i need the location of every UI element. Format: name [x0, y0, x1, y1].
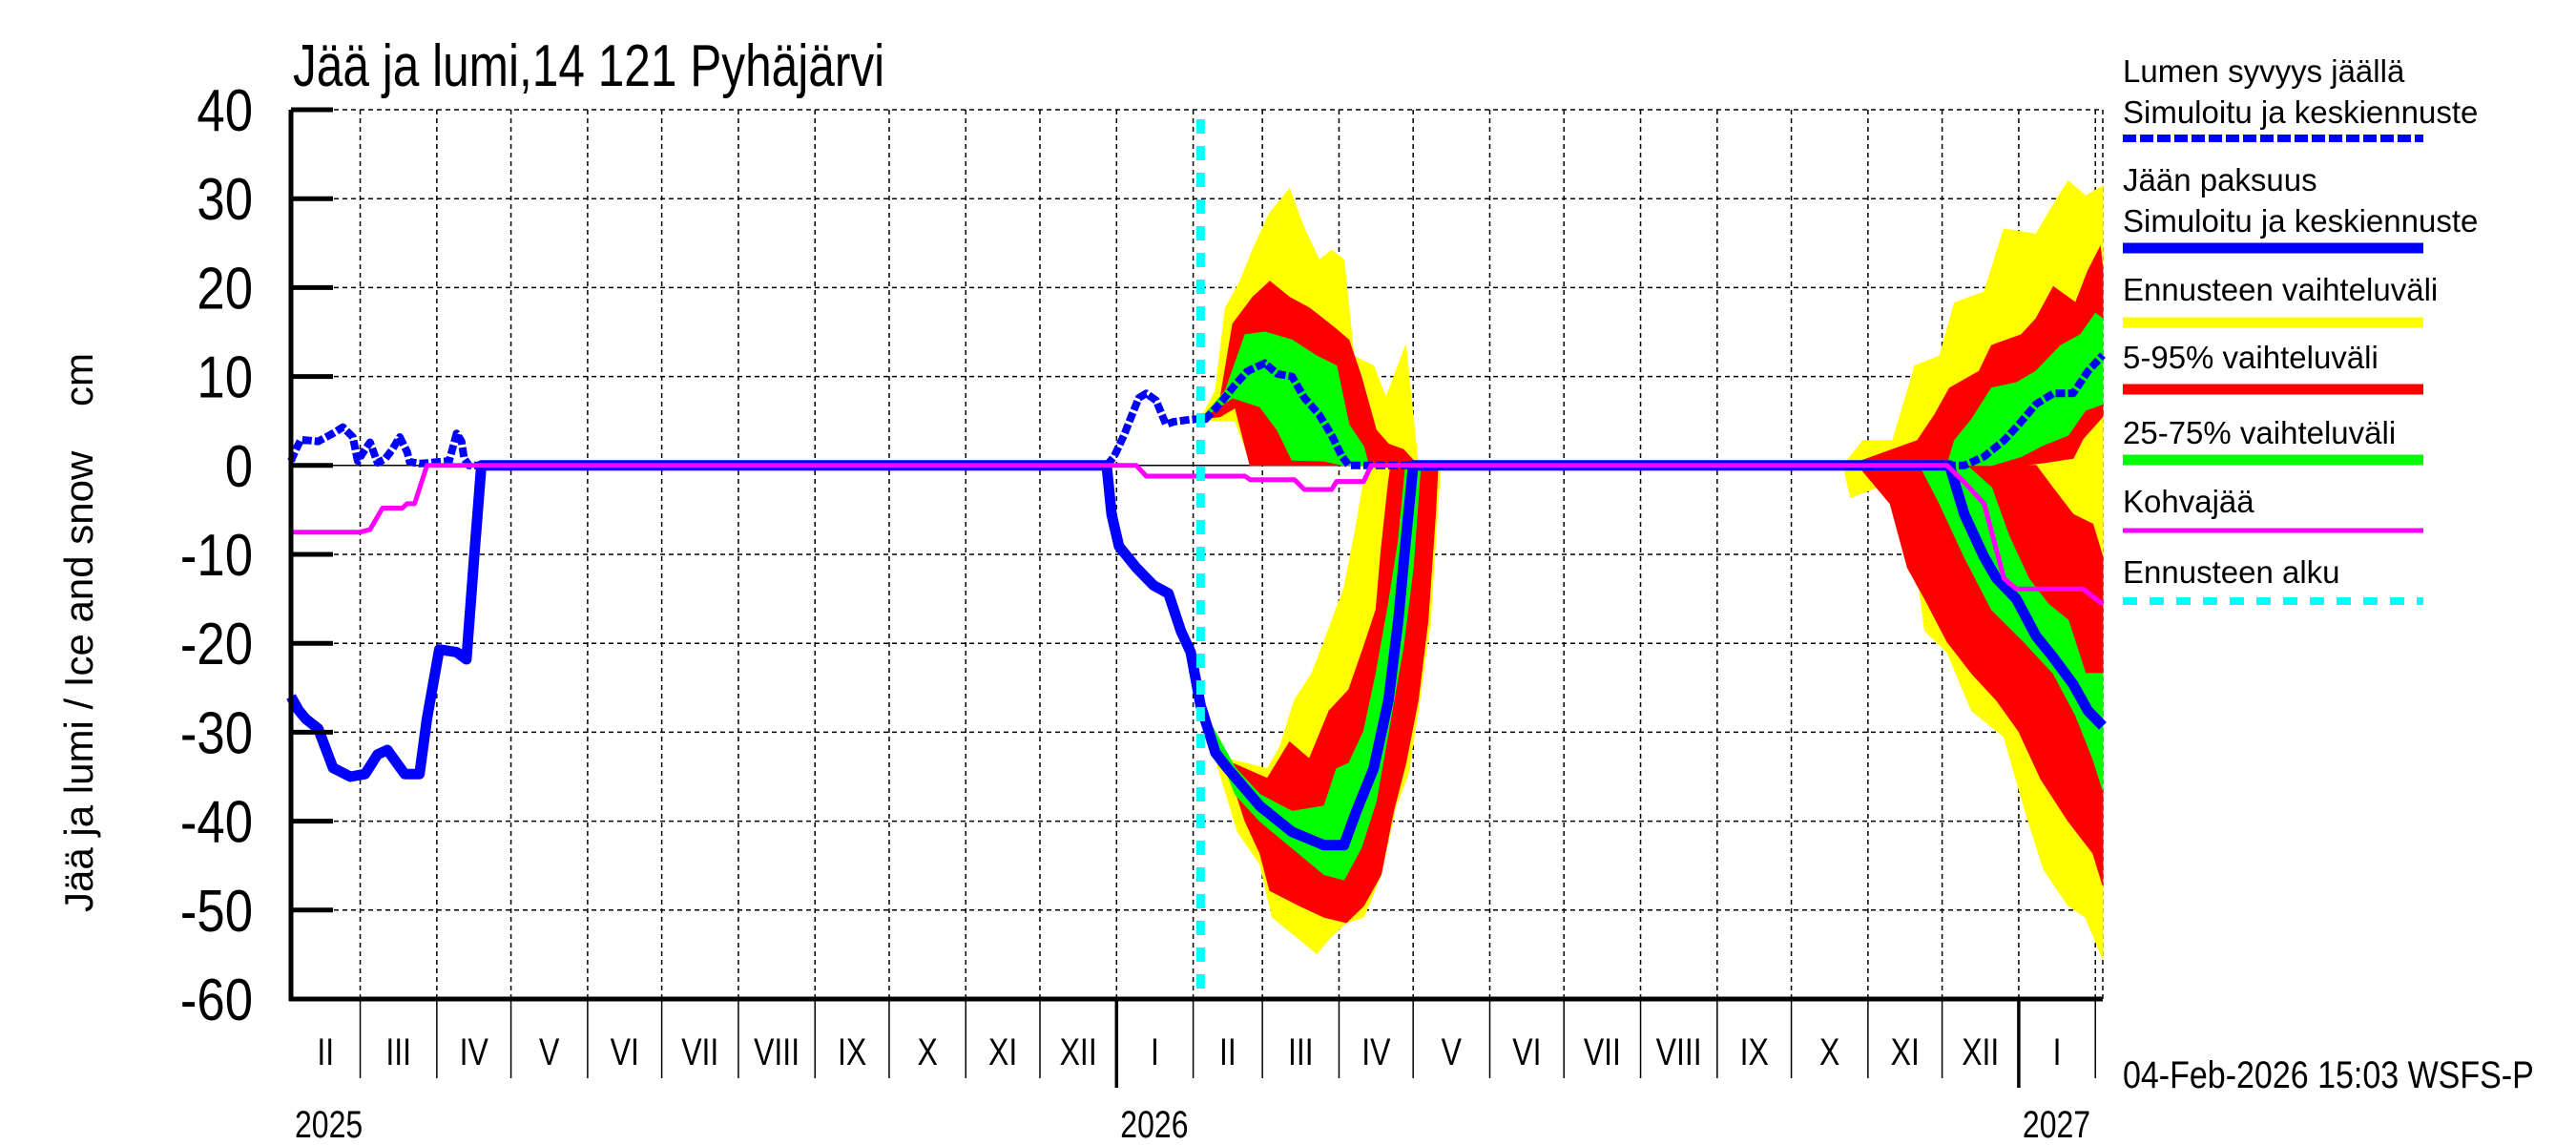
band-5-95-vaihteluv-li: [1857, 465, 2104, 885]
month-label: VII: [1584, 1030, 1621, 1073]
month-label: X: [1819, 1030, 1839, 1073]
year-label: 2025: [295, 1103, 363, 1145]
month-label: I: [2053, 1030, 2062, 1073]
month-label: VI: [1512, 1030, 1541, 1073]
forecast-bands: [1199, 179, 2104, 960]
month-label: XII: [1962, 1030, 1999, 1073]
y-axis-label: Jää ja lumi / Ice and snow cm: [56, 353, 101, 912]
y-tick-label: 30: [197, 167, 253, 233]
legend-item-p5-95: 5-95% vaihteluväli: [2123, 340, 2423, 395]
y-tick-label: 40: [197, 78, 253, 144]
y-tick-label: -50: [180, 879, 253, 945]
band-25-75-vaihteluv-li: [1919, 465, 2104, 791]
series-j-n-paksuus: [286, 460, 2107, 851]
month-label: XI: [988, 1030, 1017, 1073]
y-tick-label: 0: [225, 434, 253, 500]
month-label: XII: [1060, 1030, 1097, 1073]
series-lines: [286, 119, 2107, 999]
legend-item-forecast-start: Ennusteen alku: [2123, 554, 2423, 605]
month-label: V: [539, 1030, 559, 1073]
legend-item-ice: Jään paksuus Simuloitu ja keskiennuste: [2123, 162, 2478, 254]
month-label: II: [1219, 1030, 1236, 1073]
y-tick-label: -10: [180, 523, 253, 589]
chart-title: Jää ja lumi,14 121 Pyhäjärvi: [293, 32, 884, 99]
year-label: 2027: [2023, 1103, 2090, 1145]
month-label: IX: [838, 1030, 866, 1073]
legend-label: Simuloitu ja keskiennuste: [2123, 203, 2478, 239]
legend-item-p25-75: 25-75% vaihteluväli: [2123, 415, 2423, 466]
month-label: VII: [681, 1030, 718, 1073]
legend-label: 25-75% vaihteluväli: [2123, 415, 2396, 450]
series-kohvaj-: [291, 463, 2105, 607]
band-25-75-vaihteluv-li: [1946, 312, 2104, 467]
month-label: I: [1151, 1030, 1159, 1073]
month-label: IV: [1361, 1030, 1390, 1073]
legend-label: Ennusteen alku: [2123, 554, 2340, 590]
legend-item-kohvajaa: Kohvajää: [2123, 484, 2423, 533]
month-label: VIII: [754, 1030, 800, 1073]
month-label: III: [385, 1030, 411, 1073]
month-label: V: [1442, 1030, 1462, 1073]
legend-item-snow: Lumen syvyys jäällä Simuloitu ja keskien…: [2123, 53, 2478, 142]
month-label: X: [917, 1030, 937, 1073]
legend-label: Jään paksuus: [2123, 162, 2317, 198]
y-tick-label: 10: [197, 345, 253, 411]
legend-label: Ennusteen vaihteluväli: [2123, 272, 2438, 307]
year-label: 2026: [1120, 1103, 1188, 1145]
legend-item-range: Ennusteen vaihteluväli: [2123, 272, 2438, 328]
y-tick-label: -30: [180, 700, 253, 766]
month-label: IV: [460, 1030, 488, 1073]
month-label: XI: [1891, 1030, 1920, 1073]
legend-label: Kohvajää: [2123, 484, 2254, 519]
axes: II III IV V VI VII VIII IX X XI XII I II III IV V VI VII V…: [180, 78, 2103, 1145]
y-tick-label: 20: [197, 256, 253, 322]
legend: Lumen syvyys jäällä Simuloitu ja keskien…: [2123, 53, 2478, 605]
month-label: IX: [1740, 1030, 1769, 1073]
month-label: VI: [611, 1030, 639, 1073]
legend-label: 5-95% vaihteluväli: [2123, 340, 2379, 375]
y-tick-label: -20: [180, 612, 253, 677]
y-tick-label: -60: [180, 968, 253, 1033]
legend-label: Simuloitu ja keskiennuste: [2123, 94, 2478, 130]
y-tick-label: -40: [180, 790, 253, 856]
timestamp: 04-Feb-2026 15:03 WSFS-P: [2123, 1052, 2534, 1095]
legend-label: Lumen syvyys jäällä: [2123, 53, 2405, 89]
month-label: VIII: [1656, 1030, 1702, 1073]
month-label: III: [1288, 1030, 1314, 1073]
month-label: II: [317, 1030, 334, 1073]
